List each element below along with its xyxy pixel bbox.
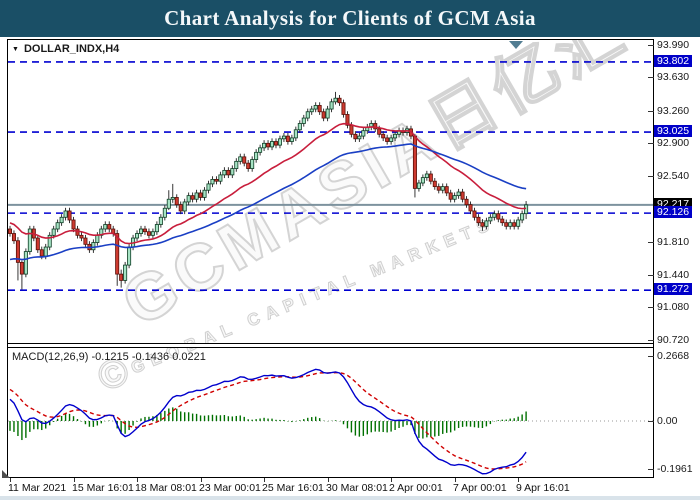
time-label: 2 Apr 00:01 <box>389 482 443 494</box>
time-label: 15 Mar 16:01 <box>72 482 134 494</box>
time-label: 7 Apr 00:01 <box>453 482 507 494</box>
macd-tick <box>648 356 654 357</box>
scroll-corner-icon <box>2 470 10 478</box>
price-axis[interactable]: 93.990 93.630 93.260 92.900 92.540 91.810 91.4… <box>646 39 700 476</box>
macd-indicator-label: MACD(12,26,9) -0.1215 -0.1436 0.0221 <box>12 351 206 363</box>
time-tick <box>10 478 11 482</box>
symbol-label: ▼ DOLLAR_INDX,H4 <box>12 43 119 55</box>
time-label: 30 Mar 08:01 <box>326 482 388 494</box>
time-tick <box>455 478 456 482</box>
window-bottom-strip <box>0 496 700 500</box>
time-label: 9 Apr 16:01 <box>516 482 570 494</box>
level-price-label: 92.126 <box>654 206 693 218</box>
price-tick-label: 92.540 <box>657 170 690 182</box>
price-tick <box>648 45 654 46</box>
time-label: 11 Mar 2021 <box>8 482 67 494</box>
level-price-label: 91.272 <box>654 283 693 295</box>
level-price-label: 93.802 <box>654 55 693 67</box>
time-tick <box>74 478 75 482</box>
macd-tick-label: -0.1961 <box>657 463 693 475</box>
level-price-label: 93.025 <box>654 125 693 137</box>
symbol-collapse-icon[interactable]: ▼ <box>12 45 19 53</box>
symbol-label-text: DOLLAR_INDX,H4 <box>23 43 120 55</box>
price-tick <box>648 340 654 341</box>
price-tick <box>648 176 654 177</box>
time-tick <box>137 478 138 482</box>
price-tick <box>648 275 654 276</box>
main-chart-canvas[interactable] <box>8 40 653 343</box>
macd-tick <box>648 421 654 422</box>
pane-separator[interactable] <box>8 343 653 348</box>
price-tick <box>648 307 654 308</box>
time-tick <box>201 478 202 482</box>
price-tick-label: 93.260 <box>657 105 690 117</box>
macd-tick-label: 0.2668 <box>657 350 690 362</box>
time-label: 25 Mar 16:01 <box>262 482 324 494</box>
time-tick <box>264 478 265 482</box>
macd-tick <box>648 469 654 470</box>
price-tick-label: 93.630 <box>657 71 690 83</box>
title-bar: Chart Analysis for Clients of GCM Asia <box>0 0 700 37</box>
price-tick-label: 90.720 <box>657 334 690 346</box>
chart-shift-marker-icon <box>509 41 523 49</box>
macd-tick-label: 0.00 <box>657 415 678 427</box>
time-tick <box>328 478 329 482</box>
macd-indicator-canvas[interactable] <box>8 348 653 478</box>
price-tick-label: 93.990 <box>657 39 690 51</box>
price-tick-label: 92.900 <box>657 137 690 149</box>
price-tick <box>648 111 654 112</box>
price-tick-label: 91.080 <box>657 301 690 313</box>
price-tick-label: 91.810 <box>657 236 690 248</box>
title-text: Chart Analysis for Clients of GCM Asia <box>164 6 536 30</box>
price-tick-label: 91.440 <box>657 269 690 281</box>
price-tick <box>648 77 654 78</box>
price-tick <box>648 143 654 144</box>
price-tick <box>648 242 654 243</box>
time-axis[interactable]: 11 Mar 2021 15 Mar 16:01 18 Mar 08:01 23 Ma… <box>0 478 700 496</box>
time-label: 23 Mar 00:01 <box>199 482 261 494</box>
time-tick <box>518 478 519 482</box>
time-label: 18 Mar 08:01 <box>135 482 197 494</box>
time-tick <box>391 478 392 482</box>
